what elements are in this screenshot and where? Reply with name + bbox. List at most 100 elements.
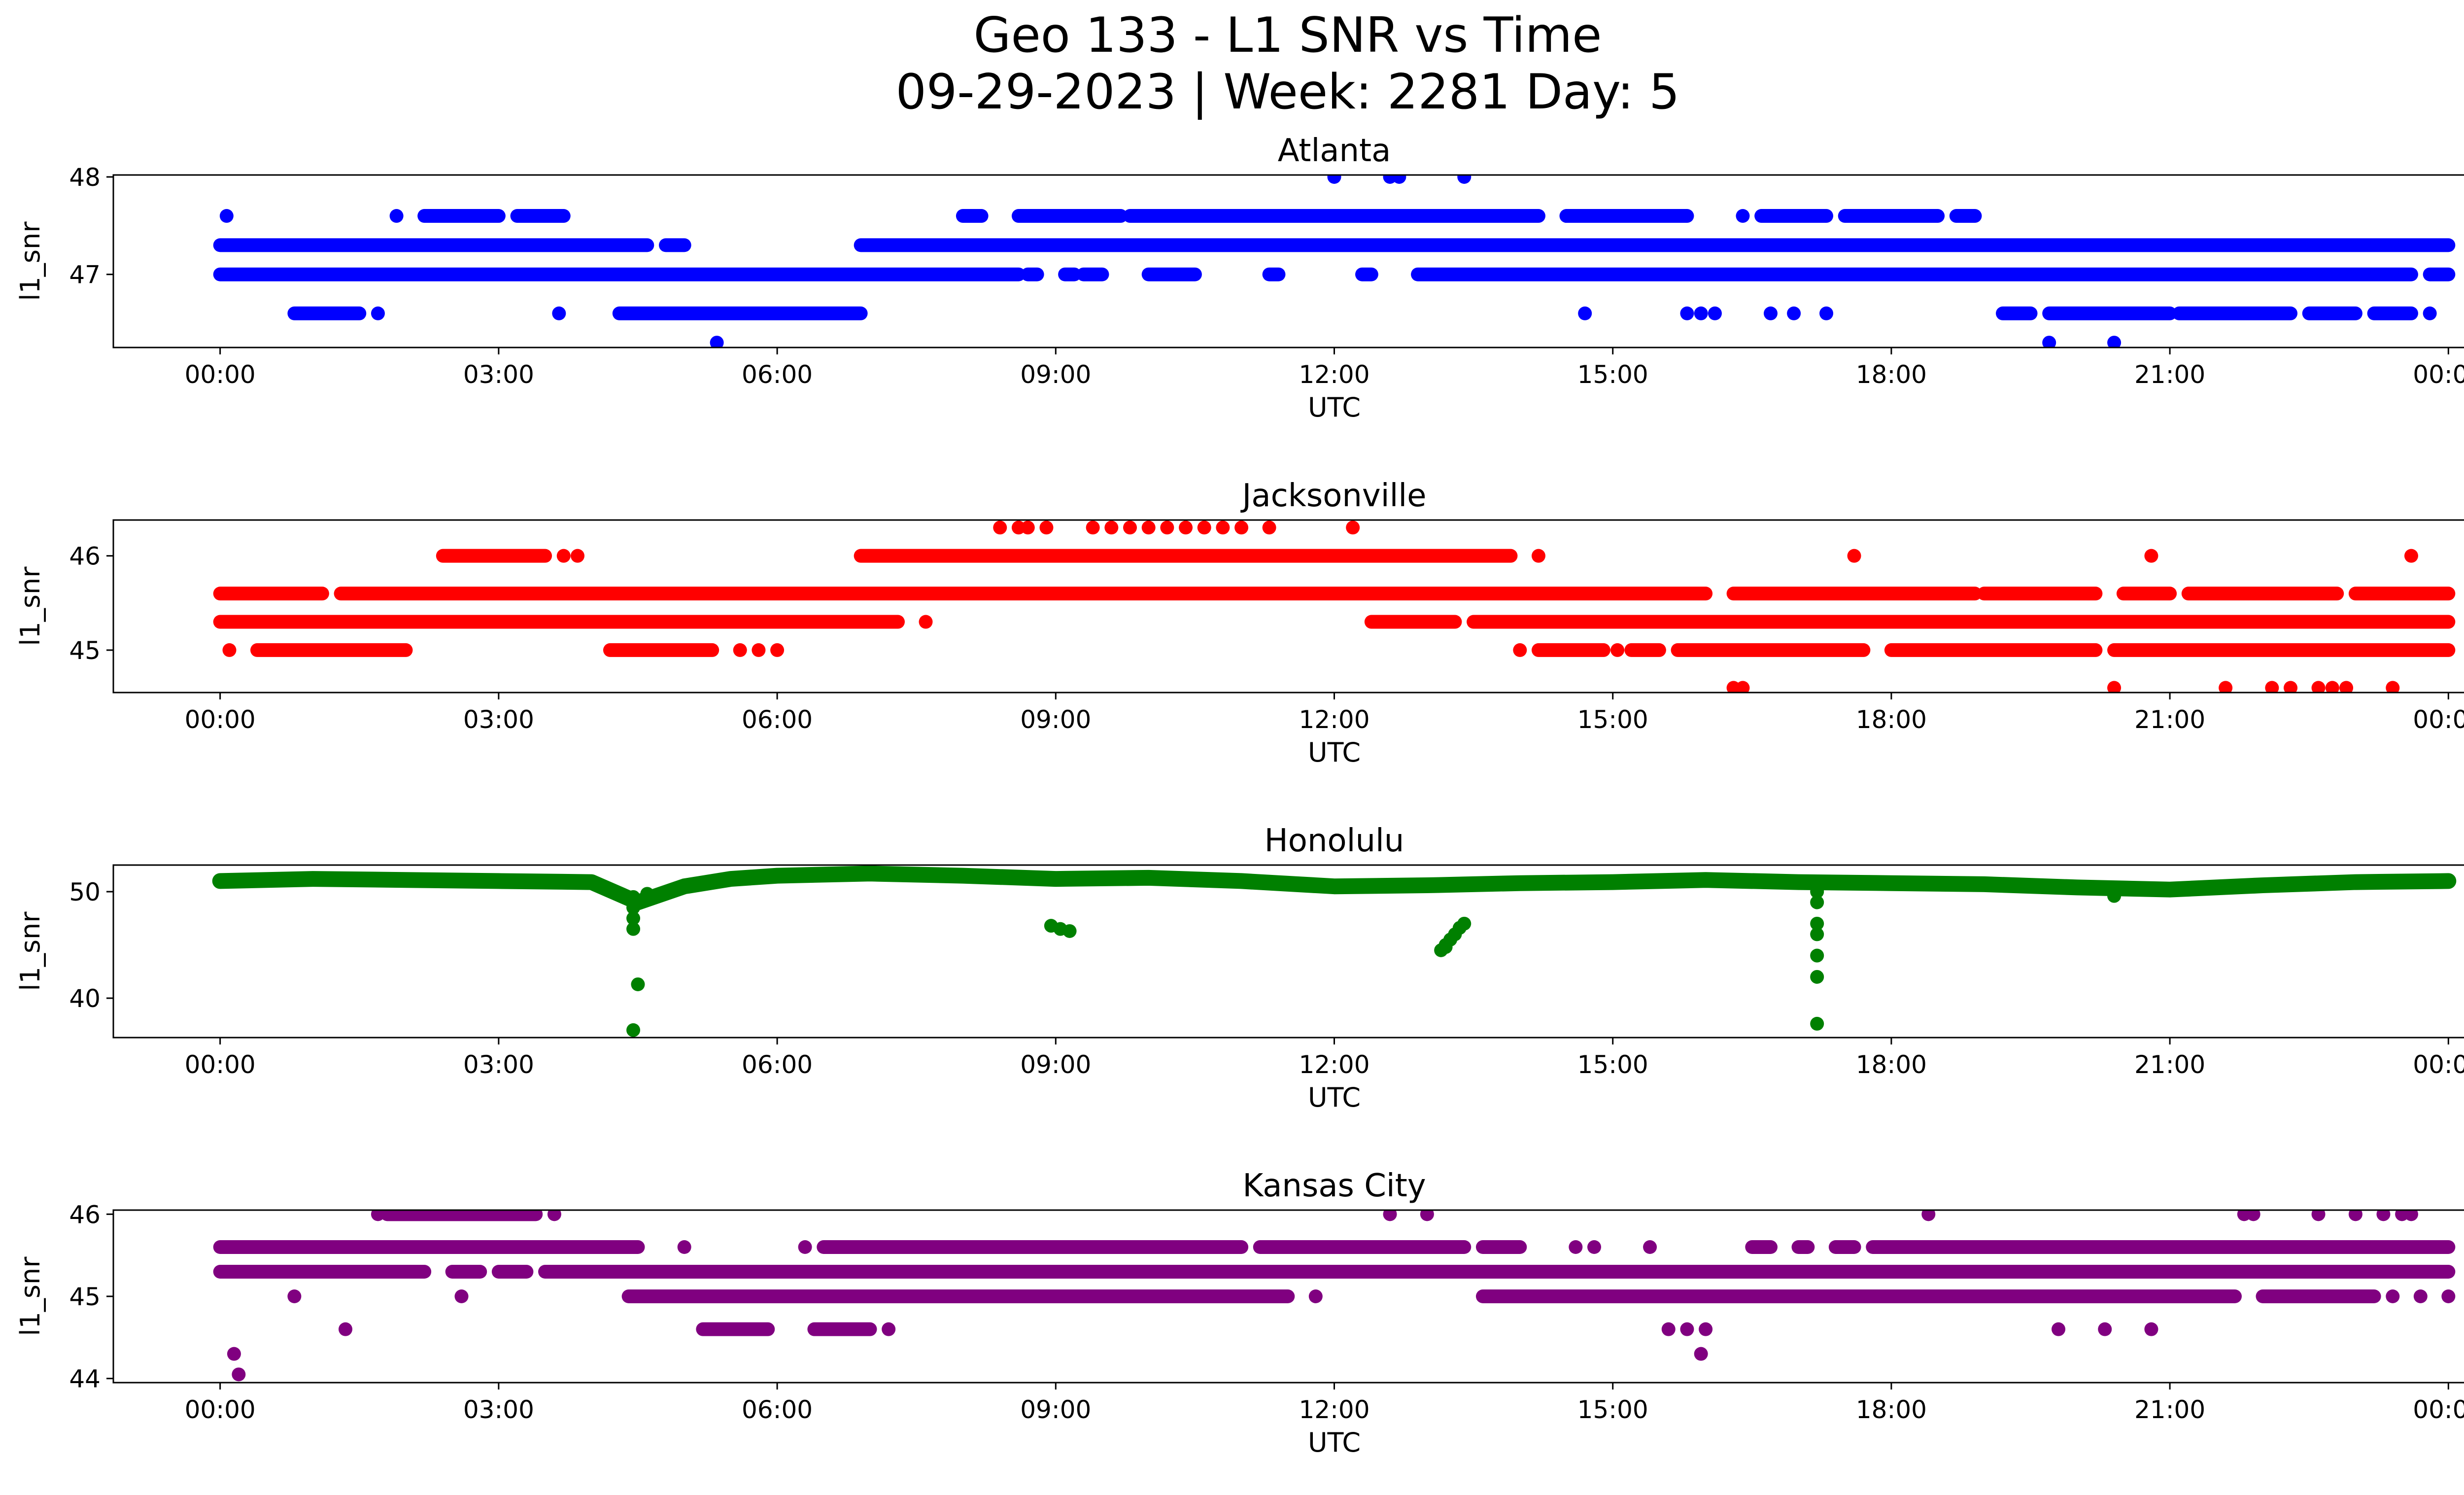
data-marks: [213, 521, 2456, 693]
x-tick-label-0: 00:00: [185, 1395, 256, 1424]
data-point-17: [1039, 521, 1054, 535]
data-point-28: [1346, 521, 1360, 535]
data-point-11: [1763, 306, 1778, 320]
data-point-21: [1810, 948, 1824, 963]
data-point-4: [1736, 209, 1750, 223]
x-tick-label-4: 12:00: [1299, 705, 1369, 734]
data-point-10: [882, 1322, 896, 1336]
data-point-22: [1160, 521, 1174, 535]
data-point-7: [1373, 615, 1388, 629]
data-point-26: [1234, 521, 1249, 535]
x-tick-label-0: 00:00: [185, 705, 256, 734]
y-axis-label: l1_snr: [15, 1256, 46, 1336]
data-point-33: [2441, 1289, 2456, 1303]
data-point-3: [339, 1322, 353, 1336]
y-tick-label-1: 45: [69, 1283, 101, 1311]
data-point-8: [1680, 306, 1694, 320]
figure-title-line-2: 09-29-2023 | Week: 2281 Day: 5: [896, 64, 1680, 120]
data-point-4: [631, 977, 645, 991]
data-point-12: [1420, 1210, 1434, 1221]
y-tick-label-1: 46: [69, 542, 101, 571]
data-point-5: [371, 1210, 385, 1221]
y-tick-label-0: 47: [69, 261, 101, 289]
data-point-6: [640, 887, 654, 901]
data-point-11: [1847, 549, 1861, 563]
data-point-15: [1457, 916, 1472, 931]
x-tick-label-1: 03:00: [463, 705, 534, 734]
data-point-32: [2219, 681, 2233, 693]
data-point-14: [993, 521, 1007, 535]
data-point-20: [1810, 927, 1824, 941]
data-point-15: [710, 336, 724, 348]
data-point-21: [2052, 1322, 2066, 1336]
x-tick-label-7: 21:00: [2134, 705, 2205, 734]
x-tick-label-6: 18:00: [1856, 1050, 1927, 1079]
data-point-0: [227, 1347, 241, 1361]
data-point-7: [677, 1240, 691, 1254]
x-tick-label-3: 09:00: [1020, 1395, 1091, 1424]
data-point-6: [552, 306, 566, 320]
data-point-5: [371, 306, 385, 320]
x-tick-label-8: 00:00: [2413, 1395, 2464, 1424]
x-tick-label-4: 12:00: [1299, 1395, 1369, 1424]
x-tick-label-1: 03:00: [463, 360, 534, 389]
data-point-28: [2376, 1210, 2391, 1221]
y-axis-label: l1_snr: [15, 911, 46, 991]
data-point-20: [1392, 175, 1406, 184]
x-tick-label-0: 00:00: [185, 1050, 256, 1079]
data-point-3: [626, 922, 641, 936]
data-point-25: [1216, 521, 1230, 535]
data-point-24: [1197, 521, 1211, 535]
y-tick-label-0: 44: [69, 1365, 101, 1393]
x-tick-label-8: 00:00: [2413, 360, 2464, 389]
data-point-0: [222, 643, 237, 657]
data-point-23: [2144, 1322, 2158, 1336]
data-point-17: [2107, 336, 2122, 348]
data-point-19: [1104, 521, 1119, 535]
x-tick-label-5: 15:00: [1577, 360, 1648, 389]
data-point-30: [2404, 1210, 2418, 1221]
data-point-3: [1652, 209, 1666, 223]
data-point-31: [2107, 681, 2122, 693]
data-point-5: [1610, 643, 1625, 657]
data-point-8: [798, 1240, 812, 1254]
x-tick-label-2: 06:00: [742, 360, 813, 389]
data-point-13: [2404, 549, 2418, 563]
data-point-0: [219, 209, 234, 223]
data-point-2: [752, 643, 766, 657]
data-point-23: [1179, 521, 1193, 535]
data-point-23: [1810, 1016, 1824, 1031]
data-point-27: [1262, 521, 1276, 535]
data-point-18: [1810, 895, 1824, 909]
x-tick-label-8: 00:00: [2413, 705, 2464, 734]
x-tick-label-3: 09:00: [1020, 705, 1091, 734]
data-point-10: [1708, 306, 1722, 320]
data-point-8: [556, 549, 571, 563]
data-point-26: [2311, 1210, 2326, 1221]
data-point-19: [1699, 1322, 1713, 1336]
data-point-9: [1308, 1289, 1323, 1303]
y-axis-label: l1_snr: [15, 566, 46, 646]
chart-title: Atlanta: [1278, 133, 1391, 169]
data-marks: [213, 175, 2456, 348]
data-point-30: [1736, 681, 1750, 693]
x-axis-label: UTC: [1308, 737, 1361, 768]
data-point-6: [547, 1210, 561, 1221]
data-point-31: [2386, 1289, 2400, 1303]
chart-title: Kansas City: [1242, 1168, 1426, 1204]
data-point-18: [1086, 521, 1100, 535]
y-tick-label-2: 46: [69, 1200, 101, 1229]
y-tick-label-1: 48: [69, 163, 101, 192]
data-point-1: [733, 643, 747, 657]
x-tick-label-3: 09:00: [1020, 1050, 1091, 1079]
chart-panel-1: Jacksonville 00:00 03:00 06:00 09:00 12:00 15:…: [15, 478, 2464, 768]
y-tick-label-1: 50: [69, 878, 101, 906]
data-point-38: [2386, 681, 2400, 693]
figure-title-line-1: Geo 133 - L1 SNR vs Time: [974, 7, 1602, 64]
x-axis-label: UTC: [1308, 1082, 1361, 1113]
data-point-1: [389, 209, 404, 223]
data-point-34: [2284, 681, 2298, 693]
data-point-18: [1694, 1347, 1708, 1361]
x-tick-label-7: 21:00: [2134, 1395, 2205, 1424]
